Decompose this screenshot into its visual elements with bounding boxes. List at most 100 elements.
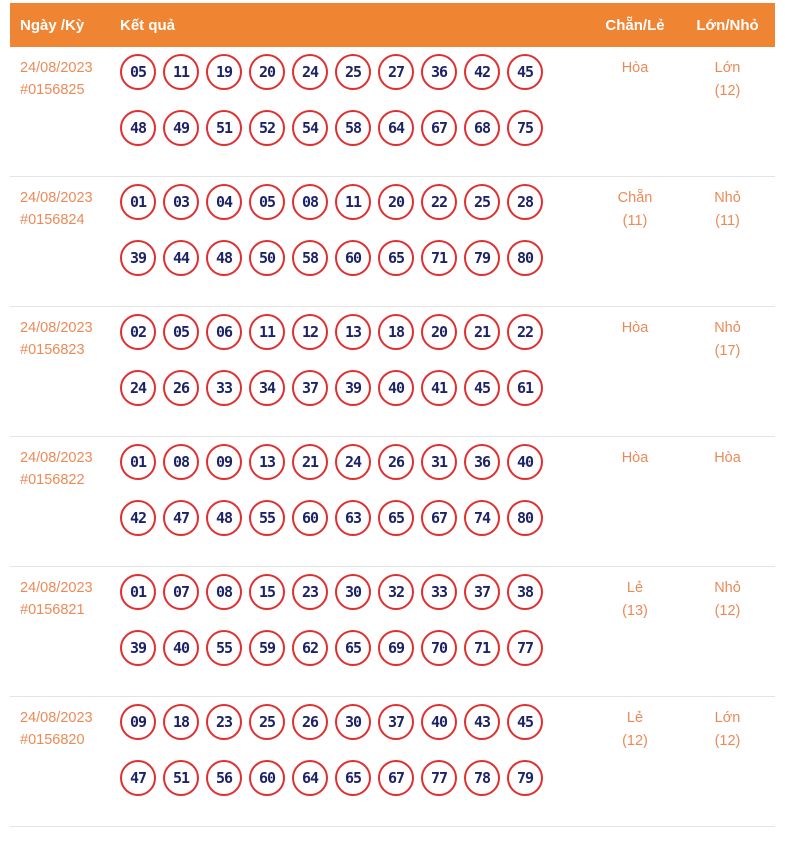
- lottery-number-ball: 55: [249, 500, 285, 536]
- even-odd-count: (13): [622, 603, 648, 619]
- even-odd-cell: Hòa: [590, 437, 680, 470]
- result-row: 24/08/2023 #0156823 02 05 06 11 12 13 18 20 21 22…: [10, 307, 775, 437]
- lottery-number-ball: 25: [335, 54, 371, 90]
- lottery-number-ball: 08: [163, 444, 199, 480]
- numbers-line-1: 01 07 08 15 23 30 32 33 37 38: [120, 574, 590, 610]
- lottery-number-ball: 40: [163, 630, 199, 666]
- result-row: 24/08/2023 #0156825 05 11 19 20 24 25 27 36 42 45…: [10, 47, 775, 177]
- lottery-number-ball: 36: [464, 444, 500, 480]
- lottery-number-ball: 05: [120, 54, 156, 90]
- lottery-number-ball: 01: [120, 184, 156, 220]
- lottery-number-ball: 70: [421, 630, 457, 666]
- lottery-number-ball: 48: [120, 110, 156, 146]
- numbers-line-2: 24 26 33 34 37 39 40 41 45 61: [120, 370, 590, 406]
- lottery-number-ball: 56: [206, 760, 242, 796]
- lottery-number-ball: 26: [163, 370, 199, 406]
- lottery-number-ball: 77: [421, 760, 457, 796]
- lottery-number-ball: 26: [378, 444, 414, 480]
- lottery-number-ball: 54: [292, 110, 328, 146]
- numbers-cell: 01 08 09 13 21 24 26 31 36 40 42 47 48 55 60 63 65 67 74 8…: [112, 437, 590, 550]
- lottery-results-table: Ngày /Kỳ Kết quả Chẵn/Lẻ Lớn/Nhỏ 24/08/2…: [10, 3, 775, 849]
- draw-period: #0156820: [20, 732, 85, 748]
- lottery-number-ball: 23: [292, 574, 328, 610]
- lottery-number-ball: 77: [507, 630, 543, 666]
- lottery-number-ball: 65: [378, 240, 414, 276]
- draw-date: 24/08/2023: [20, 450, 93, 466]
- big-small-label: Nhỏ: [714, 580, 741, 596]
- even-odd-cell: Hòa: [590, 307, 680, 340]
- big-small-count: (12): [714, 83, 741, 99]
- big-small-count: (11): [715, 213, 740, 229]
- lottery-number-ball: 58: [292, 240, 328, 276]
- lottery-number-ball: 38: [507, 574, 543, 610]
- lottery-number-ball: 03: [163, 184, 199, 220]
- lottery-number-ball: 06: [206, 314, 242, 350]
- lottery-number-ball: 71: [464, 630, 500, 666]
- draw-period: #0156822: [20, 472, 85, 488]
- big-small-cell: Nhỏ (17): [680, 307, 775, 363]
- lottery-number-ball: 42: [464, 54, 500, 90]
- even-odd-label: Lẻ: [626, 710, 644, 726]
- lottery-number-ball: 58: [335, 110, 371, 146]
- lottery-number-ball: 09: [206, 444, 242, 480]
- numbers-line-1: 02 05 06 11 12 13 18 20 21 22: [120, 314, 590, 350]
- draw-date: 24/08/2023: [20, 190, 93, 206]
- numbers-cell: 05 11 19 20 24 25 27 36 42 45 48 49 51 52 54 58 64 67 68 7…: [112, 47, 590, 160]
- lottery-number-ball: 60: [249, 760, 285, 796]
- even-odd-cell: Lẻ (12): [590, 697, 680, 753]
- lottery-number-ball: 65: [335, 760, 371, 796]
- even-odd-label: Hòa: [621, 450, 649, 466]
- lottery-number-ball: 25: [464, 184, 500, 220]
- lottery-number-ball: 25: [249, 704, 285, 740]
- even-odd-count: (11): [622, 213, 648, 229]
- even-odd-cell: Hòa: [590, 47, 680, 80]
- result-row: 24/08/2023 #0156824 01 03 04 05 08 11 20 22 25 28…: [10, 177, 775, 307]
- big-small-count: (12): [714, 603, 741, 619]
- draw-date: 24/08/2023: [20, 320, 93, 336]
- numbers-cell: 02 05 06 11 12 13 18 20 21 22 24 26 33 34 37 39 40 41 45 6…: [112, 307, 590, 420]
- table-header-row: Ngày /Kỳ Kết quả Chẵn/Lẻ Lớn/Nhỏ: [10, 3, 775, 47]
- big-small-cell: Hòa: [680, 437, 775, 470]
- date-period-cell: 24/08/2023 #0156822: [10, 437, 112, 491]
- numbers-line-1: 09 18 23 25 26 30 37 40 43 45: [120, 704, 590, 740]
- lottery-number-ball: 45: [464, 370, 500, 406]
- lottery-number-ball: 47: [120, 760, 156, 796]
- lottery-number-ball: 39: [120, 240, 156, 276]
- lottery-number-ball: 44: [163, 240, 199, 276]
- result-row: 24/08/2023 #0156821 01 07 08 15 23 30 32 33 37 38…: [10, 567, 775, 697]
- lottery-number-ball: 80: [507, 240, 543, 276]
- even-odd-label: Hòa: [621, 60, 649, 76]
- lottery-number-ball: 11: [335, 184, 371, 220]
- lottery-number-ball: 20: [249, 54, 285, 90]
- even-odd-count: (12): [622, 733, 648, 749]
- numbers-cell: 09 18 23 25 26 30 37 40 43 45 47 51 56 60 64 65 67 77 78 7…: [112, 697, 590, 810]
- lottery-number-ball: 48: [206, 240, 242, 276]
- lottery-number-ball: 59: [249, 630, 285, 666]
- lottery-number-ball: 75: [507, 110, 543, 146]
- lottery-number-ball: 18: [163, 704, 199, 740]
- lottery-number-ball: 08: [292, 184, 328, 220]
- numbers-line-2: 42 47 48 55 60 63 65 67 74 80: [120, 500, 590, 536]
- big-small-cell: Lớn (12): [680, 47, 775, 103]
- lottery-number-ball: 64: [378, 110, 414, 146]
- lottery-number-ball: 40: [507, 444, 543, 480]
- lottery-number-ball: 45: [507, 54, 543, 90]
- lottery-number-ball: 18: [378, 314, 414, 350]
- lottery-number-ball: 69: [378, 630, 414, 666]
- lottery-number-ball: 28: [507, 184, 543, 220]
- lottery-number-ball: 62: [292, 630, 328, 666]
- draw-period: #0156823: [20, 342, 85, 358]
- big-small-count: (12): [714, 733, 741, 749]
- bottom-spacer: [10, 827, 775, 849]
- even-odd-label: Lẻ: [626, 580, 644, 596]
- numbers-cell: 01 07 08 15 23 30 32 33 37 38 39 40 55 59 62 65 69 70 71 7…: [112, 567, 590, 680]
- lottery-number-ball: 11: [163, 54, 199, 90]
- lottery-number-ball: 36: [421, 54, 457, 90]
- lottery-number-ball: 64: [292, 760, 328, 796]
- draw-period: #0156821: [20, 602, 85, 618]
- lottery-number-ball: 24: [335, 444, 371, 480]
- even-odd-label: Hòa: [621, 320, 649, 336]
- header-result: Kết quả: [120, 16, 176, 34]
- lottery-number-ball: 52: [249, 110, 285, 146]
- big-small-count: (17): [714, 343, 741, 359]
